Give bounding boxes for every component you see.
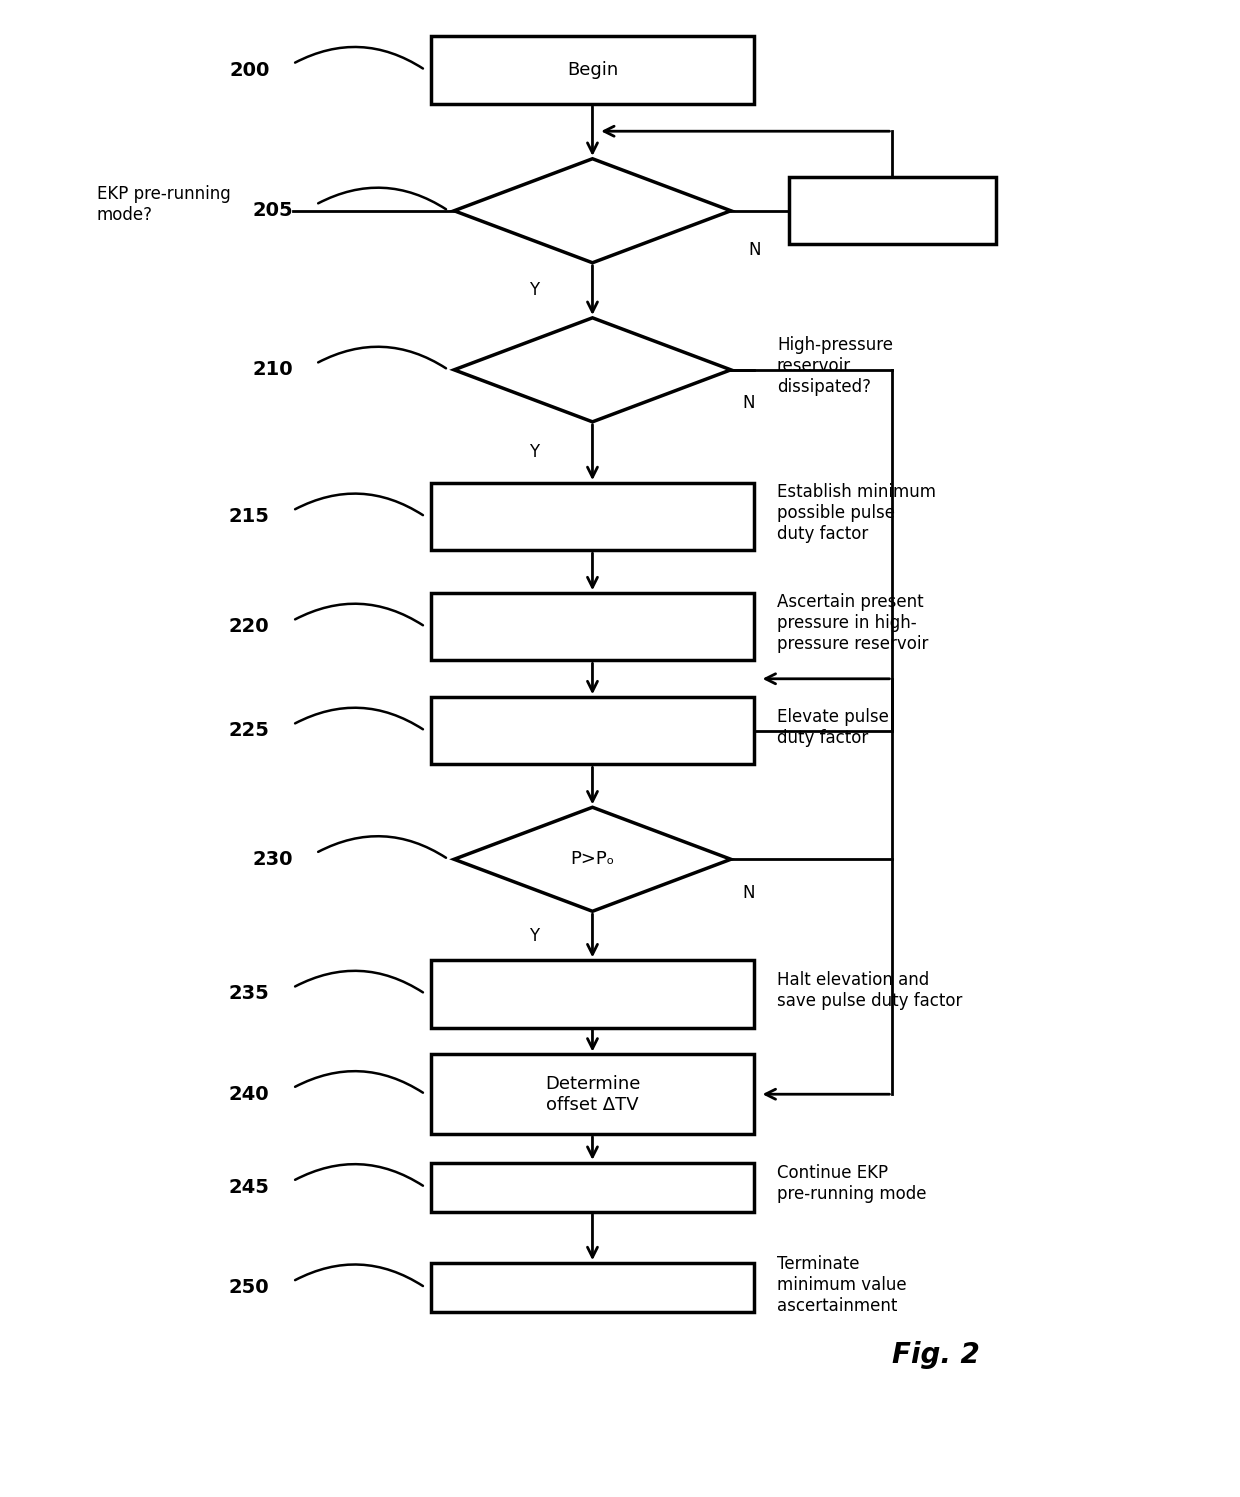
- Bar: [432, 593, 754, 660]
- Text: 230: 230: [252, 850, 293, 868]
- Text: N: N: [743, 394, 755, 412]
- Bar: [432, 1263, 754, 1311]
- Text: EKP pre-running
mode?: EKP pre-running mode?: [97, 186, 231, 225]
- Text: 235: 235: [229, 985, 269, 1003]
- Text: Continue EKP
pre-running mode: Continue EKP pre-running mode: [777, 1165, 926, 1204]
- Text: Y: Y: [529, 443, 539, 461]
- Text: 245: 245: [228, 1178, 269, 1196]
- Bar: [432, 1054, 754, 1135]
- Bar: [432, 960, 754, 1027]
- Text: High-pressure
reservoir
dissipated?: High-pressure reservoir dissipated?: [777, 337, 893, 395]
- Text: 200: 200: [229, 60, 269, 79]
- Bar: [432, 1163, 754, 1211]
- Bar: [432, 698, 754, 765]
- Text: 210: 210: [252, 361, 293, 379]
- Text: N: N: [743, 883, 755, 901]
- Bar: [432, 484, 754, 551]
- Polygon shape: [454, 317, 730, 422]
- Text: Begin: Begin: [567, 61, 618, 79]
- Text: Y: Y: [529, 927, 539, 945]
- Text: 215: 215: [228, 507, 269, 525]
- Text: Y: Y: [529, 281, 539, 299]
- Polygon shape: [454, 159, 730, 263]
- Bar: [789, 177, 996, 244]
- Text: P>Pₒ: P>Pₒ: [570, 850, 615, 868]
- Text: Elevate pulse
duty factor: Elevate pulse duty factor: [777, 708, 889, 747]
- Text: 240: 240: [229, 1085, 269, 1103]
- Text: 225: 225: [228, 722, 269, 741]
- Text: N: N: [748, 241, 760, 259]
- Text: 250: 250: [229, 1278, 269, 1296]
- Text: 220: 220: [229, 617, 269, 636]
- Bar: [432, 36, 754, 103]
- Text: Establish minimum
possible pulse
duty factor: Establish minimum possible pulse duty fa…: [777, 484, 936, 543]
- Text: Ascertain present
pressure in high-
pressure reservoir: Ascertain present pressure in high- pres…: [777, 593, 929, 653]
- Text: Halt elevation and
save pulse duty factor: Halt elevation and save pulse duty facto…: [777, 972, 962, 1009]
- Polygon shape: [454, 807, 730, 912]
- Text: Determine
offset ΔTV: Determine offset ΔTV: [544, 1075, 640, 1114]
- Text: Fig. 2: Fig. 2: [893, 1341, 980, 1368]
- Text: Terminate
minimum value
ascertainment: Terminate minimum value ascertainment: [777, 1256, 906, 1314]
- Text: 205: 205: [252, 201, 293, 220]
